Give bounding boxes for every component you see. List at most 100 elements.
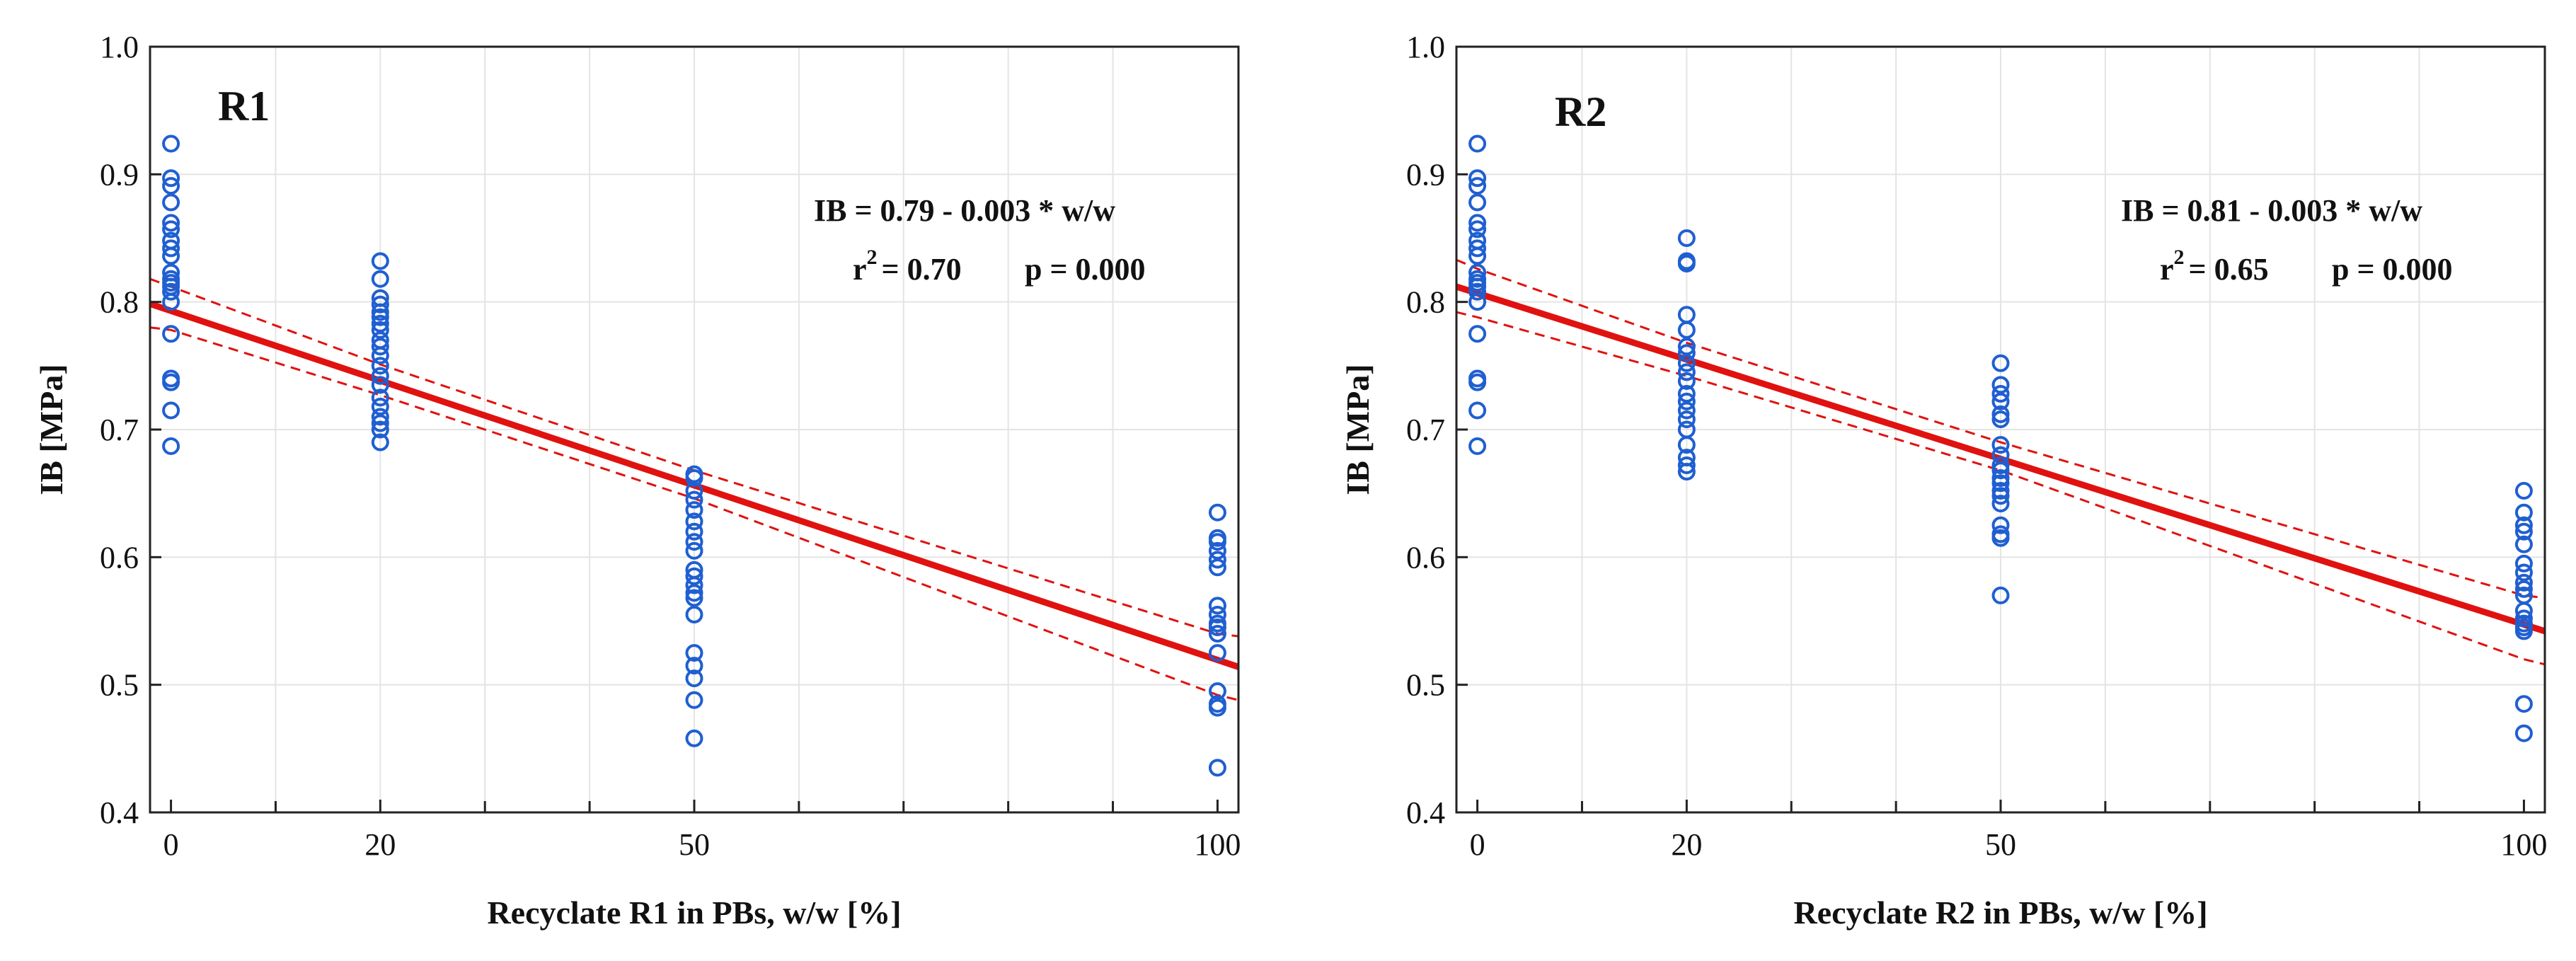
data-point [1208,533,1226,551]
y-tick-label: 0.5 [100,668,139,703]
data-point [1468,193,1487,212]
data-point [1468,134,1487,153]
data-point [1208,698,1226,717]
data-point [1991,586,2010,604]
data-point [1468,177,1487,195]
regression-equation: IB = 0.81 - 0.003 * w/w [2121,193,2422,228]
data-point [1677,372,1696,390]
data-point [162,325,180,343]
data-point [1208,682,1226,701]
data-point [2514,602,2533,620]
data-point [1677,338,1696,356]
data-point [1991,436,2010,454]
data-point [1468,247,1487,265]
data-point [1677,229,1696,247]
data-point [2514,724,2533,742]
y-tick-label: 0.9 [100,157,139,192]
data-point [371,398,389,416]
data-point [685,729,703,747]
y-axis-title: IB [MPa] [1340,364,1376,495]
y-tick-label: 0.7 [1406,413,1445,447]
r-squared-symbol: r [2160,252,2174,287]
data-point [1468,325,1487,343]
data-point [1677,410,1696,429]
data-point [1208,625,1226,643]
data-point [2514,554,2533,572]
data-point [162,220,180,238]
data-point [685,589,703,607]
x-axis-title: Recyclate R1 in PBs, w/w [%] [487,894,901,931]
data-point [1468,293,1487,311]
data-point [1991,516,2010,534]
y-tick-label: 0.5 [1406,668,1445,703]
y-axis-title: IB [MPa] [33,364,69,495]
data-point [162,293,180,311]
gridlines [1456,46,2545,813]
data-point [1677,401,1696,420]
data-point [1991,495,2010,513]
x-tick-label: 100 [1194,827,1241,862]
r-squared-symbol: r [853,252,867,287]
data-point [371,376,389,394]
data-point [1677,354,1696,372]
data-point [1468,373,1487,391]
data-point [2514,622,2533,640]
data-point [1677,344,1696,362]
data-point [371,314,389,333]
data-point [1991,354,2010,372]
data-point [685,567,703,585]
data-point [2514,535,2533,553]
data-point [162,134,180,153]
data-point [371,433,389,451]
data-point [1208,541,1226,560]
data-point [1208,503,1226,522]
x-tick-label: 0 [1470,827,1485,862]
data-point [1991,529,2010,547]
data-point [1991,410,2010,429]
data-point [1208,759,1226,777]
x-tick-label: 100 [2500,827,2547,862]
data-point [685,482,703,500]
data-point [1991,469,2010,488]
regression-equation: IB = 0.79 - 0.003 * w/w [814,193,1115,228]
data-point [685,669,703,688]
data-point [371,389,389,407]
data-point [162,282,180,301]
data-point [1991,474,2010,493]
data-point [2514,573,2533,592]
data-point [1991,392,2010,410]
data-point [1468,239,1487,258]
data-point [371,295,389,313]
panel-r2: R2 IB = 0.81 - 0.003 * w/w r2 = 0.65 p = … [1340,30,2547,931]
data-point [1991,385,2010,403]
data-point [371,338,389,356]
panel-r1: R1 IB = 0.79 - 0.003 * w/w r2 = 0.70 p = … [33,30,1241,931]
p-value-text: p = 0.000 [1025,252,1146,287]
y-tick-label: 0.4 [1406,795,1445,830]
data-point [1677,363,1696,381]
data-point [162,239,180,258]
data-point [2514,563,2533,582]
gridlines [150,46,1238,813]
confidence-band-lower [1456,311,2546,666]
data-point [2514,609,2533,628]
data-point [1208,605,1226,623]
data-point [1991,461,2010,480]
x-tick-label: 50 [679,827,710,862]
data-point [1468,401,1487,420]
panel-label: R1 [218,83,270,130]
data-point [685,576,703,594]
data-point [1991,405,2010,423]
y-tick-label: 0.7 [100,413,139,447]
data-point [685,522,703,541]
r-squared-superscript: 2 [2174,246,2185,269]
data-point [685,657,703,675]
data-point [371,252,389,270]
data-point [371,321,389,339]
data-point [162,214,180,232]
r-squared-text: r2 = 0.70 [853,246,962,287]
data-point [371,420,389,439]
data-point [162,177,180,195]
